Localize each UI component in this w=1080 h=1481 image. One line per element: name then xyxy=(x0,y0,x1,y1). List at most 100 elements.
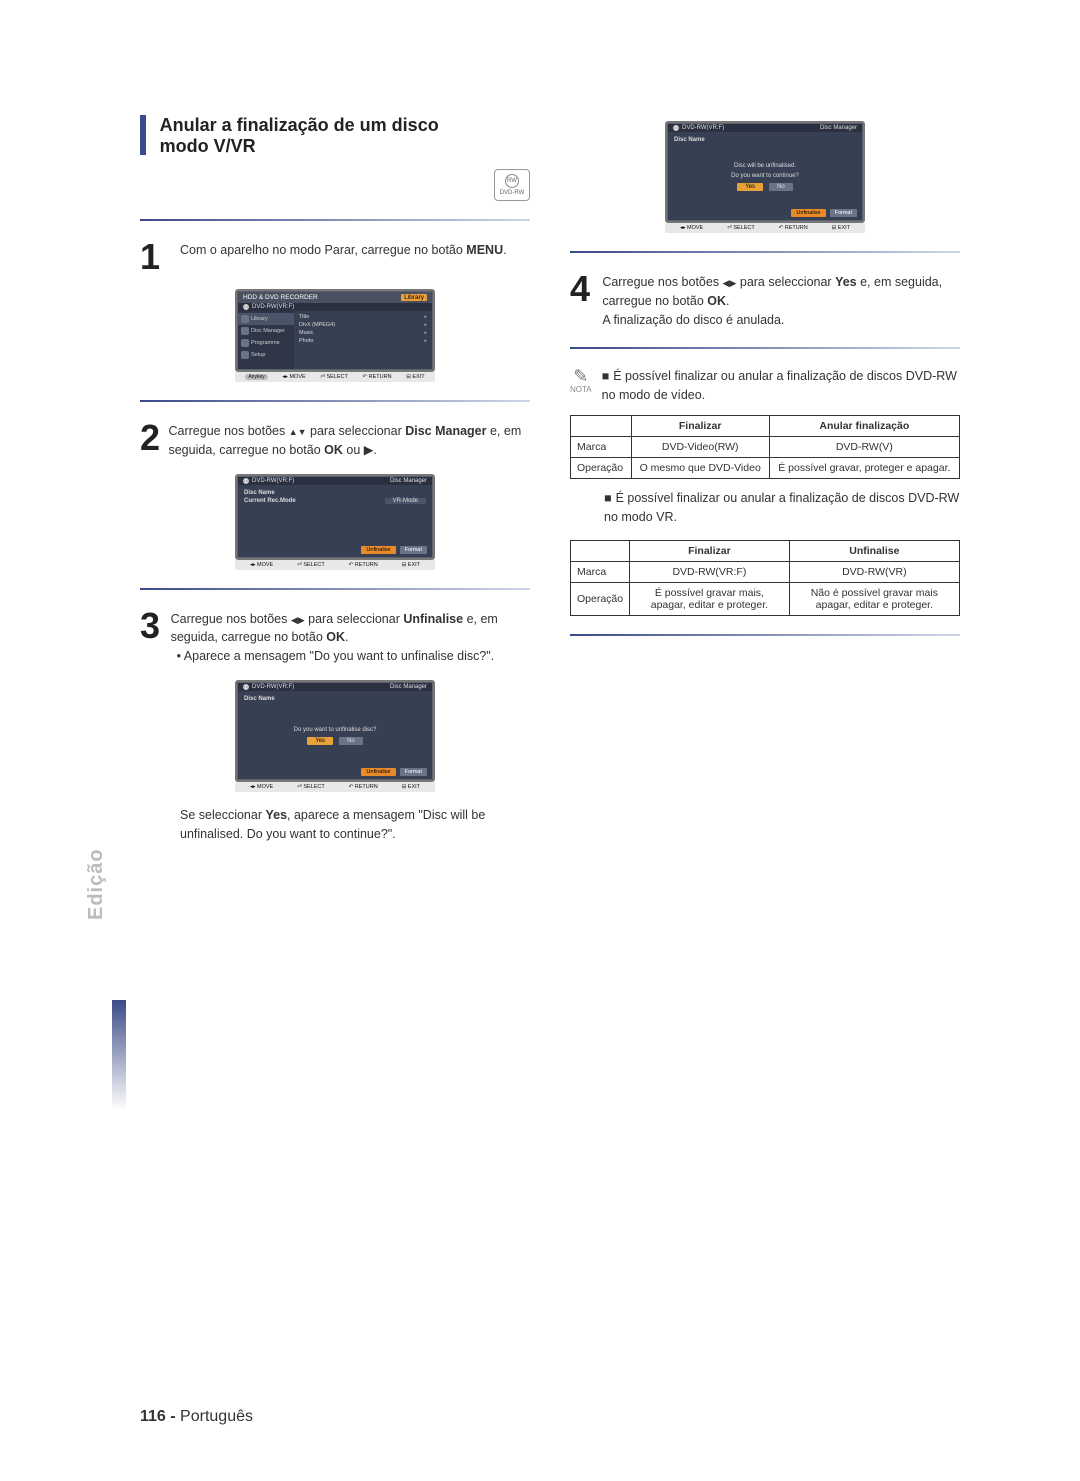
s3x-b: Yes xyxy=(265,808,287,822)
step-number: 2 xyxy=(140,420,160,460)
osd-disc-manager-screenshot: DVD-RW(VR:F) Disc Manager Disc Name Curr… xyxy=(235,474,435,570)
up-icon xyxy=(289,424,298,438)
s2-pre: Carregue nos botões xyxy=(168,424,288,438)
s4-mid: para seleccionar xyxy=(736,275,835,289)
step-number: 4 xyxy=(570,271,594,329)
s3-bullet: • Aparece a mensagem "Do you want to unf… xyxy=(171,647,530,666)
osd4-l0: MOVE xyxy=(687,225,703,231)
divider xyxy=(140,588,530,590)
dvd-rw-badge-label: DVD-RW xyxy=(500,190,525,196)
disc-icon xyxy=(673,125,679,131)
divider xyxy=(140,219,530,221)
s2-b2: OK xyxy=(324,443,343,457)
table-video-mode: Finalizar Anular finalização Marca DVD-V… xyxy=(570,415,960,479)
divider xyxy=(140,400,530,402)
osd1-c0: Title xyxy=(299,314,309,320)
step-text-bold: MENU xyxy=(466,243,503,257)
t1-r1c2: DVD-RW(V) xyxy=(769,436,959,457)
library-icon xyxy=(241,315,249,323)
osd4-yes: Yes xyxy=(737,183,763,191)
side-label: Edição xyxy=(85,848,108,920)
step-number: 3 xyxy=(140,608,163,666)
step-text: Com o aparelho no modo Parar, carregue n… xyxy=(180,239,507,275)
osd4-l3: EXIT xyxy=(838,225,850,231)
osd4-no: No xyxy=(769,183,793,191)
s4-b1: Yes xyxy=(835,275,857,289)
osd1-c1: DivX (MPEG4) xyxy=(299,322,335,328)
programme-icon xyxy=(241,339,249,347)
step-text: Carregue nos botões para seleccionar Yes… xyxy=(602,271,960,329)
osd4-btn1: Unfinalise xyxy=(791,209,825,217)
left-icon xyxy=(291,612,298,626)
t1-r2c1: O mesmo que DVD-Video xyxy=(631,457,769,478)
t2-r2l: Operação xyxy=(571,583,630,616)
note-block: ✎ NOTA ■É possível finalizar ou anular a… xyxy=(570,367,960,405)
disc-icon xyxy=(243,478,249,484)
s4-post: . xyxy=(726,294,729,308)
osd1-sb-0: Library xyxy=(251,316,268,322)
dvd-rw-badge-icon: RW DVD-RW xyxy=(494,169,530,201)
disc-icon xyxy=(243,684,249,690)
square-bullet-icon: ■ xyxy=(602,369,610,383)
osd1-title-right: Library xyxy=(401,294,427,301)
osd3-r1l: Disc Name xyxy=(244,696,275,702)
osd4-btn2: Format xyxy=(830,209,857,217)
osd1-sb-3: Setup xyxy=(251,352,265,358)
osd1-c3: Photo xyxy=(299,338,313,344)
osd2-l0: MOVE xyxy=(257,562,273,568)
step3-extra: Se seleccionar Yes, aparece a mensagem "… xyxy=(180,806,530,844)
osd4-l2: RETURN xyxy=(785,225,808,231)
osd3-btn1: Unfinalise xyxy=(361,768,395,776)
s3-b2: OK xyxy=(326,630,345,644)
divider xyxy=(570,347,960,349)
osd2-tr: Disc Manager xyxy=(390,478,427,484)
right-icon xyxy=(298,612,305,626)
osd1-l2: RETURN xyxy=(369,374,392,380)
osd4-l1: SELECT xyxy=(733,225,754,231)
osd3-sub: DVD-RW(VR:F) xyxy=(252,684,294,690)
osd-continue-dialog-screenshot: DVD-RW(VR:F) Disc Manager Disc Name Disc… xyxy=(665,121,865,233)
osd1-subtitle: DVD-RW(VR:F) xyxy=(252,304,294,310)
osd1-c2: Music xyxy=(299,330,313,336)
t1-r1l: Marca xyxy=(571,436,632,457)
setup-icon xyxy=(241,351,249,359)
square-bullet-icon: ■ xyxy=(604,491,612,505)
osd4-msg2: Do you want to continue? xyxy=(731,173,799,179)
t1-h1: Finalizar xyxy=(631,415,769,436)
s3-pre: Carregue nos botões xyxy=(171,612,291,626)
osd2-r1l: Disc Name xyxy=(244,490,275,496)
right-column: DVD-RW(VR:F) Disc Manager Disc Name Disc… xyxy=(570,115,960,843)
osd3-l0: MOVE xyxy=(257,784,273,790)
osd3-l3: EXIT xyxy=(408,784,420,790)
step-2: 2 Carregue nos botões para seleccionar D… xyxy=(140,420,530,460)
osd-library-screenshot: HDD & DVD RECORDER Library DVD-RW(VR:F) … xyxy=(235,289,435,382)
t2-h2: Unfinalise xyxy=(789,541,959,562)
divider xyxy=(570,251,960,253)
t2-r1c1: DVD-RW(VR:F) xyxy=(630,562,790,583)
note-icon: ✎ xyxy=(573,367,588,385)
osd1-l1: SELECT xyxy=(326,374,347,380)
s3-post: . xyxy=(345,630,348,644)
s4-pre: Carregue nos botões xyxy=(602,275,722,289)
step-text-pre: Com o aparelho no modo Parar, carregue n… xyxy=(180,243,466,257)
osd-unfinalise-dialog-screenshot: DVD-RW(VR:F) Disc Manager Disc Name Do y… xyxy=(235,680,435,792)
step-4: 4 Carregue nos botões para seleccionar Y… xyxy=(570,271,960,329)
osd3-yes: Yes xyxy=(307,737,333,745)
s2-mid: para seleccionar xyxy=(307,424,406,438)
osd4-sub: DVD-RW(VR:F) xyxy=(682,125,724,131)
osd1-sb-1: Disc Manager xyxy=(251,328,285,334)
table-vr-mode: Finalizar Unfinalise Marca DVD-RW(VR:F) … xyxy=(570,540,960,616)
osd4-msg1: Disc will be unfinalised. xyxy=(734,163,796,169)
osd4-tr: Disc Manager xyxy=(820,125,857,131)
anykey-pill: Anykey xyxy=(245,374,267,380)
t2-r1l: Marca xyxy=(571,562,630,583)
step-3: 3 Carregue nos botões para seleccionar U… xyxy=(140,608,530,666)
step-text: Carregue nos botões para seleccionar Dis… xyxy=(168,420,530,460)
section-heading: Anular a finalização de um disco modo V/… xyxy=(160,115,470,157)
osd3-tr: Disc Manager xyxy=(390,684,427,690)
page-language: Português xyxy=(180,1408,253,1425)
osd3-msg: Do you want to unfinalise disc? xyxy=(294,727,377,733)
t2-h1: Finalizar xyxy=(630,541,790,562)
s3-bullet-text: Aparece a mensagem "Do you want to unfin… xyxy=(184,649,494,663)
osd1-sb-2: Programme xyxy=(251,340,280,346)
